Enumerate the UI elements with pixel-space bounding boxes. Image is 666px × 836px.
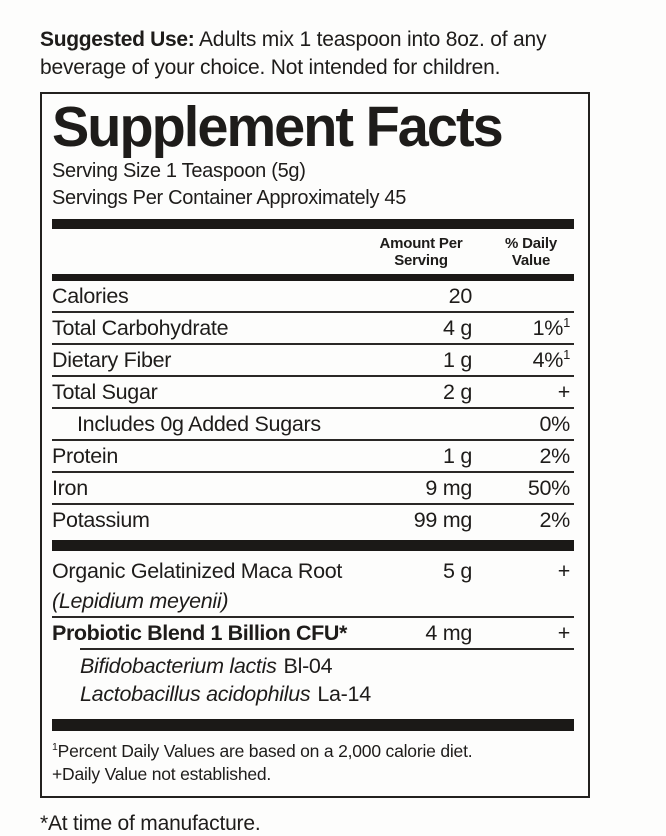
maca-latin-name: (Lepidium meyenii) xyxy=(52,589,229,613)
footnotes: 1Percent Daily Values are based on a 2,0… xyxy=(52,737,574,786)
probiotic-blend-name: Probiotic Blend 1 Billion CFU* xyxy=(52,621,347,645)
ingredient-amount: 5 g xyxy=(443,559,472,583)
nutrient-daily-value: + xyxy=(557,380,571,404)
column-header-row: Amount Per Serving % Daily Value xyxy=(52,229,574,274)
manufacture-note: *At time of manufacture. xyxy=(40,812,261,835)
divider-bar-header xyxy=(52,274,574,281)
footnote-text: Percent Daily Values are based on a 2,00… xyxy=(57,741,473,761)
ingredient-row-maca: Organic Gelatinized Maca Root (Lepidium … xyxy=(52,556,574,616)
nutrient-amount: 9 mg xyxy=(425,476,472,500)
divider-bar-top xyxy=(52,219,574,229)
nutrient-name: Includes 0g Added Sugars xyxy=(77,412,321,436)
divider-bar-mid xyxy=(52,540,574,551)
dv-footnote-marker: 1 xyxy=(563,314,570,330)
species-strain-code: La-14 xyxy=(317,682,371,706)
column-header-amount: Amount Per Serving xyxy=(379,235,463,269)
nutrient-amount: 4 g xyxy=(443,316,472,340)
ingredient-name: Organic Gelatinized Maca Root (Lepidium … xyxy=(52,556,362,616)
nutrient-name: Total Sugar xyxy=(52,380,158,404)
nutrient-name: Potassium xyxy=(52,508,150,532)
supplement-facts-panel: Supplement Facts Serving Size 1 Teaspoon… xyxy=(40,92,590,798)
dv-value: 4% xyxy=(532,348,564,372)
nutrient-daily-value: 0% xyxy=(539,412,571,436)
nutrient-name: Calories xyxy=(52,284,129,308)
species-latin-name: Lactobacillus acidophilus xyxy=(80,682,311,706)
column-header-daily-value: % Daily Value xyxy=(505,235,557,269)
suggested-use-label: Suggested Use: xyxy=(40,28,195,51)
nutrient-amount: 99 mg xyxy=(413,508,473,532)
servings-per-container: Servings Per Container Approximately 45 xyxy=(52,187,407,209)
nutrient-row-dietary-fiber: Dietary Fiber 1 g 4%1 xyxy=(52,343,574,375)
nutrient-daily-value: 50% xyxy=(527,476,570,500)
footnote-marker: 1 xyxy=(52,741,58,754)
nutrient-row-iron: Iron 9 mg 50% xyxy=(52,471,574,503)
nutrient-row-total-carbohydrate: Total Carbohydrate 4 g 1%1 xyxy=(52,311,574,343)
probiotic-amount: 4 mg xyxy=(425,621,472,645)
dv-value: 1% xyxy=(532,316,564,340)
species-item: Lactobacillus acidophilus La-14 xyxy=(80,680,574,708)
nutrient-daily-value: 4%1 xyxy=(478,345,574,375)
nutrient-row-total-sugar: Total Sugar 2 g + xyxy=(52,375,574,407)
ingredient-daily-value: + xyxy=(557,559,571,583)
divider-bar-bottom xyxy=(52,719,574,731)
panel-title: Supplement Facts xyxy=(52,95,504,159)
probiotic-species-list: Bifidobacterium lactis Bl-04 Lactobacillu… xyxy=(80,648,574,712)
nutrient-row-potassium: Potassium 99 mg 2% xyxy=(52,503,574,535)
ingredient-row-probiotic-blend: Probiotic Blend 1 Billion CFU* 4 mg + xyxy=(52,616,574,648)
nutrient-row-added-sugars: Includes 0g Added Sugars 0% xyxy=(52,407,574,439)
dv-footnote-marker: 1 xyxy=(563,346,570,362)
species-latin-name: Bifidobacterium lactis xyxy=(80,654,277,678)
nutrient-daily-value: 1%1 xyxy=(478,313,574,343)
probiotic-daily-value: + xyxy=(557,621,571,645)
nutrient-amount: 20 xyxy=(448,284,473,308)
species-strain-code: Bl-04 xyxy=(283,654,333,678)
footnote-daily-value-not-established: +Daily Value not established. xyxy=(52,764,272,784)
nutrient-amount: 1 g xyxy=(443,348,472,372)
nutrient-name: Total Carbohydrate xyxy=(52,316,229,340)
nutrient-row-calories: Calories 20 xyxy=(52,281,574,311)
nutrient-name: Dietary Fiber xyxy=(52,348,172,372)
nutrient-amount: 2 g xyxy=(443,380,472,404)
footnote-percent-daily-values: 1Percent Daily Values are based on a 2,0… xyxy=(52,740,574,763)
maca-name: Organic Gelatinized Maca Root xyxy=(52,559,343,583)
nutrient-daily-value: 2% xyxy=(539,508,571,532)
nutrient-name: Iron xyxy=(52,476,88,500)
suggested-use-text: Adults mix 1 teaspoon into 8oz. of any b… xyxy=(40,28,547,79)
nutrient-amount: 1 g xyxy=(443,444,472,468)
nutrient-daily-value: 2% xyxy=(539,444,571,468)
suggested-use-paragraph: Suggested Use: Adults mix 1 teaspoon int… xyxy=(40,26,626,82)
nutrient-row-protein: Protein 1 g 2% xyxy=(52,439,574,471)
nutrient-name: Protein xyxy=(52,444,119,468)
serving-size: Serving Size 1 Teaspoon (5g) xyxy=(52,160,306,182)
species-item: Bifidobacterium lactis Bl-04 xyxy=(80,652,574,680)
